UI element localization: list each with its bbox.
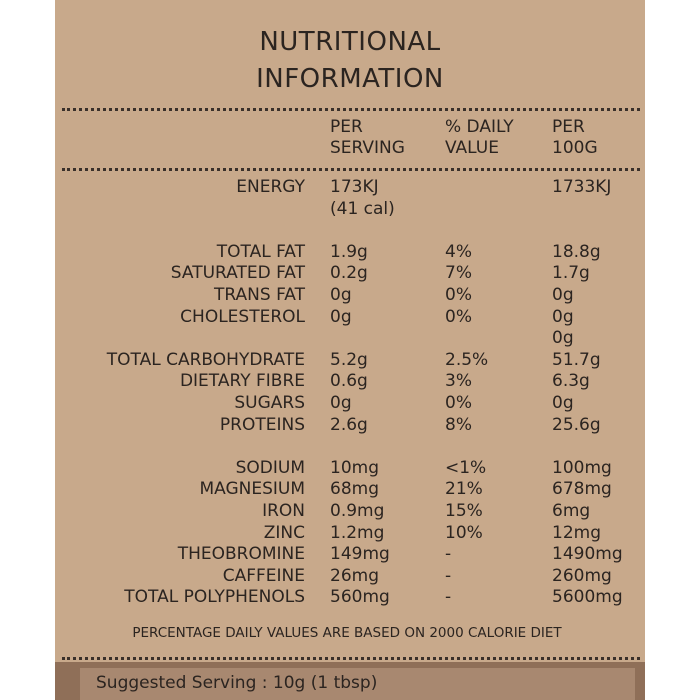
cell: 1.2mg	[330, 522, 385, 543]
cell: -	[445, 587, 452, 608]
row-label: DIETARY FIBRE	[179, 371, 305, 392]
cell: 6mg	[552, 501, 591, 521]
title: INFORMATION	[256, 64, 444, 94]
column-header: % DAILY	[445, 117, 514, 137]
cell: 3%	[445, 371, 472, 392]
row-label: CAFFEINE	[222, 565, 305, 586]
cell: 0%	[445, 285, 472, 305]
cell: -	[445, 544, 452, 565]
column-header: 100G	[552, 138, 598, 158]
cell: 0g	[552, 393, 574, 413]
suggested-serving: Suggested Serving : 10g (1 tbsp)	[80, 668, 635, 700]
cell: 8%	[445, 414, 472, 435]
cell: 0g	[330, 285, 352, 305]
cell: 173KJ	[330, 177, 379, 197]
row-label: THEOBROMINE	[177, 544, 305, 565]
cell: 26mg	[330, 565, 379, 586]
row-label: IRON	[262, 501, 305, 521]
cell: 18.8g	[552, 241, 601, 262]
column-header: PER	[330, 117, 363, 137]
cell: 149mg	[330, 544, 390, 565]
cell: 12mg	[552, 522, 601, 543]
cell: 68mg	[330, 479, 379, 500]
cell: 7%	[445, 263, 472, 284]
cell: -	[445, 565, 452, 586]
cell: 560mg	[330, 587, 390, 608]
cell: 1490mg	[552, 544, 623, 565]
cell: 21%	[445, 479, 483, 500]
cell: 10mg	[330, 457, 379, 478]
row-label: PROTEINS	[219, 414, 305, 435]
cell: 51.7g	[552, 349, 601, 370]
row-label: ZINC	[263, 522, 305, 543]
cell: 1.9g	[330, 241, 368, 262]
row-label: SODIUM	[235, 457, 305, 478]
cell: 100mg	[552, 457, 612, 478]
cell: 0%	[445, 393, 472, 413]
row-label: MAGNESIUM	[199, 479, 305, 500]
cell: 0.2g	[330, 263, 368, 284]
cell: <1%	[445, 457, 487, 478]
cell: 2.6g	[330, 414, 368, 435]
cell: 2.5%	[445, 349, 489, 370]
row-label: ENERGY	[236, 177, 305, 197]
cell: 15%	[445, 501, 483, 521]
label-panel	[55, 0, 645, 700]
column-header: VALUE	[445, 138, 499, 158]
cell: 10%	[445, 522, 483, 543]
footnote: PERCENTAGE DAILY VALUES ARE BASED ON 200…	[132, 625, 562, 641]
cell: 5.2g	[330, 349, 368, 370]
column-header: PER	[552, 117, 585, 137]
cell: 25.6g	[552, 414, 601, 435]
cell: 1.7g	[552, 263, 590, 284]
cell: 678mg	[552, 479, 612, 500]
row-label: TOTAL CARBOHYDRATE	[106, 349, 305, 370]
title: NUTRITIONAL	[259, 27, 441, 57]
cell: 0%	[445, 306, 472, 327]
cell: 0g	[330, 306, 352, 327]
row-label: CHOLESTEROL	[180, 306, 305, 327]
cell: 0g	[552, 285, 574, 305]
cell: 260mg	[552, 565, 612, 586]
row-label: TRANS FAT	[214, 285, 305, 305]
divider	[62, 108, 640, 111]
cell: 1733KJ	[552, 177, 612, 197]
divider	[62, 657, 640, 660]
row-label: TOTAL FAT	[216, 241, 305, 262]
row-label: TOTAL POLYPHENOLS	[124, 587, 305, 608]
cell: 5600mg	[552, 587, 623, 608]
row-label: SUGARS	[234, 393, 305, 413]
cell: 0.6g	[330, 371, 368, 392]
cell: 4%	[445, 241, 472, 262]
cell: (41 cal)	[330, 198, 395, 219]
cell: 0g	[330, 393, 352, 413]
cell: 0.9mg	[330, 501, 385, 521]
cell: 6.3g	[552, 371, 590, 392]
column-header: SERVING	[330, 138, 405, 158]
suggested-serving-text: Suggested Serving : 10g (1 tbsp)	[96, 673, 378, 693]
cell: 0g	[552, 306, 574, 327]
row-label: SATURATED FAT	[170, 263, 305, 284]
divider	[62, 168, 640, 171]
cell: 0g	[552, 328, 574, 349]
